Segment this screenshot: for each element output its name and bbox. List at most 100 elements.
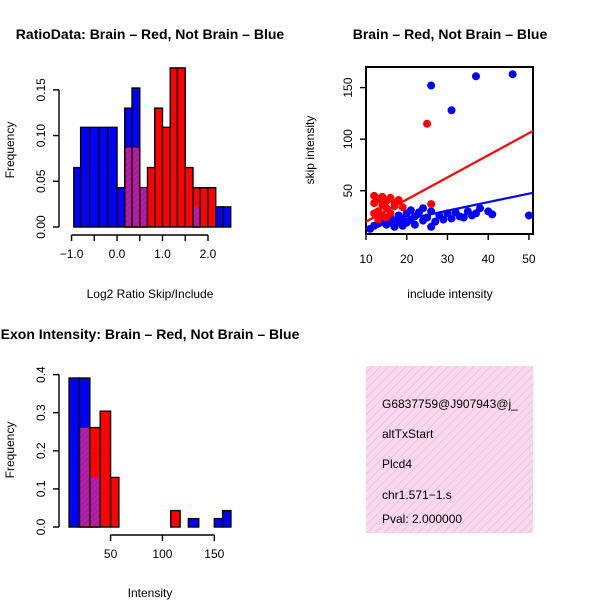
- ratio-hist-x-tick-label-1: 0.0: [109, 247, 126, 261]
- scatter-not-brain-point-26: [431, 217, 440, 226]
- intensity-histogram-ylabel: Frequency: [3, 422, 17, 479]
- ratio-hist-not-brain-bar-5: [116, 186, 126, 228]
- intensity-histogram: Exon Intensity: Brain – Red, Not Brain –…: [1, 326, 300, 600]
- event-info-panel: G6837759@J907943@j_ altTxStart Plcd4 chr…: [366, 366, 533, 533]
- intensity-hist-brain-bar-2: [99, 410, 112, 528]
- scatter-not-brain-point-17: [406, 206, 415, 215]
- intensity-histogram-title: Exon Intensity: Brain – Red, Not Brain –…: [1, 326, 300, 342]
- intensity-hist-not-brain-bar-5: [221, 509, 232, 528]
- intensity-hist-not-brain-bar-0: [68, 377, 81, 528]
- scatter-y-tick-label-0: 50: [341, 184, 355, 198]
- ratio-hist-not-brain-bar-3: [98, 126, 109, 228]
- scatter-not-brain-point-19: [410, 220, 419, 229]
- ratio-hist-brain-bar-4: [154, 107, 164, 228]
- ratio-hist-not-brain-bar-2: [89, 126, 100, 228]
- intensity-hist-x-tick-label-0: 50: [104, 547, 118, 561]
- intensity-hist-y-tick-label-1: 0.1: [34, 480, 48, 497]
- scatter-ylabel: skip intensity: [303, 116, 317, 185]
- ratio-hist-overlap-bar-8-2: [140, 187, 147, 226]
- scatter-y-tick-label-2: 150: [341, 77, 355, 97]
- event-info-background: [366, 366, 533, 533]
- ratio-histogram-bars: [73, 67, 232, 228]
- intensity-hist-overlap-bar-2-1: [90, 477, 100, 526]
- intensity-hist-not-brain-bar-4: [213, 517, 224, 528]
- intensity-hist-x-tick-label-2: 150: [204, 547, 224, 561]
- ratio-histogram-ylabel: Frequency: [3, 122, 17, 179]
- ratio-hist-not-brain-bar-1: [79, 126, 91, 228]
- scatter-not-brain-point-37: [476, 204, 485, 213]
- ratio-hist-not-brain-bar-10: [215, 206, 224, 228]
- ratio-hist-y-tick-label-1: 0.05: [34, 169, 48, 193]
- scatter-brain-point-14: [398, 203, 407, 212]
- scatter-brain-point-13: [394, 195, 403, 204]
- intensity-histogram-xlabel: Intensity: [128, 586, 173, 600]
- ratio-hist-y-tick-label-2: 0.10: [34, 124, 48, 148]
- intensity-scatter: Brain – Red, Not Brain – Blue 10 20 30 40 50…: [303, 26, 547, 301]
- ratio-histogram-y-axis: 0.00 0.05 0.10 0.15: [34, 78, 60, 239]
- event-type: altTxStart: [382, 427, 434, 441]
- scatter-x-tick-label-3: 40: [482, 252, 496, 266]
- intensity-hist-brain-bar-3: [109, 476, 120, 528]
- intensity-hist-y-tick-label-4: 0.4: [34, 366, 48, 383]
- ratio-hist-overlap-bar-9-9: [193, 206, 200, 226]
- scatter-x-tick-label-4: 50: [522, 252, 536, 266]
- scatter-not-brain-point-22: [419, 204, 428, 213]
- ratio-histogram-x-axis: −1.0 0.0 1.0 2.0: [60, 234, 217, 261]
- scatter-not-brain-point-33: [459, 213, 468, 222]
- ratio-histogram-title: RatioData: Brain – Red, Not Brain – Blue: [16, 26, 285, 42]
- ratio-hist-brain-bar-7: [176, 67, 186, 228]
- scatter-not-brain-point-42: [471, 72, 480, 81]
- intensity-hist-x-tick-label-1: 100: [152, 547, 172, 561]
- intensity-histogram-y-axis: 0.0 0.1 0.2 0.3 0.4: [34, 366, 60, 535]
- scatter-not-brain-point-30: [447, 214, 456, 223]
- scatter-not-brain-point-43: [508, 70, 517, 79]
- intensity-histogram-x-axis: 50 100 150: [104, 534, 225, 561]
- ratio-hist-overlap-bar-7-1: [133, 147, 139, 226]
- scatter-brain-point-12: [390, 202, 399, 211]
- ratio-hist-x-tick-label-3: 2.0: [200, 247, 217, 261]
- ratio-hist-y-tick-label-0: 0.00: [34, 215, 48, 239]
- intensity-hist-brain-bar-4: [170, 509, 181, 528]
- scatter-y-axis: 50 100 150: [341, 77, 366, 197]
- scatter-x-tick-label-2: 30: [441, 252, 455, 266]
- ratio-histogram: RatioData: Brain – Red, Not Brain – Blue…: [3, 26, 284, 301]
- intensity-hist-not-brain-bar-3: [187, 517, 200, 528]
- gene-name: Plcd4: [382, 457, 412, 471]
- ratio-hist-brain-bar-10: [199, 186, 209, 228]
- intensity-hist-y-tick-label-2: 0.2: [34, 442, 48, 459]
- ratio-hist-brain-bar-11: [207, 186, 217, 228]
- event-id: G6837759@J907943@j_: [382, 397, 518, 411]
- scatter-brain-point-19: [427, 200, 436, 209]
- scatter-title: Brain – Red, Not Brain – Blue: [353, 26, 548, 42]
- scatter-brain-point-15: [374, 215, 383, 224]
- event-pval: Pval: 2.000000: [382, 512, 462, 526]
- intensity-hist-overlap-bar-1-0: [80, 427, 89, 526]
- scatter-not-brain-point-39: [488, 210, 497, 219]
- ratio-hist-x-tick-label-2: 1.0: [154, 247, 171, 261]
- scatter-not-brain-point-44: [524, 211, 533, 220]
- ratio-hist-y-tick-label-3: 0.15: [34, 78, 48, 102]
- scatter-not-brain-point-23: [423, 213, 432, 222]
- scatter-not-brain-point-40: [427, 81, 436, 90]
- scatter-y-tick-label-1: 100: [341, 129, 355, 149]
- ratio-hist-not-brain-bar-0: [73, 166, 82, 228]
- intensity-histogram-bars: [68, 377, 232, 528]
- ratio-hist-overlap-bar-6-0: [125, 147, 132, 226]
- intensity-hist-y-tick-label-3: 0.3: [34, 404, 48, 421]
- scatter-plot-frame: [365, 66, 534, 235]
- scatter-xlabel: include intensity: [407, 287, 492, 301]
- ratio-hist-brain-bar-5: [161, 126, 171, 228]
- scatter-brain-point-18: [423, 119, 432, 128]
- ratio-hist-not-brain-bar-11: [222, 206, 232, 228]
- event-location: chr1.571−1.s: [382, 488, 452, 502]
- scatter-not-brain-point-41: [447, 106, 456, 115]
- ratio-hist-x-tick-label-0: −1.0: [60, 247, 84, 261]
- scatter-x-axis: 10 20 30 40 50: [359, 234, 536, 266]
- scatter-brain-point-17: [382, 213, 391, 222]
- ratio-hist-brain-bar-3: [146, 166, 156, 228]
- intensity-hist-y-tick-label-0: 0.0: [34, 518, 48, 535]
- scatter-not-brain-point-24: [427, 207, 436, 216]
- scatter-brain-point-16: [370, 209, 379, 218]
- scatter-x-tick-label-1: 20: [400, 252, 414, 266]
